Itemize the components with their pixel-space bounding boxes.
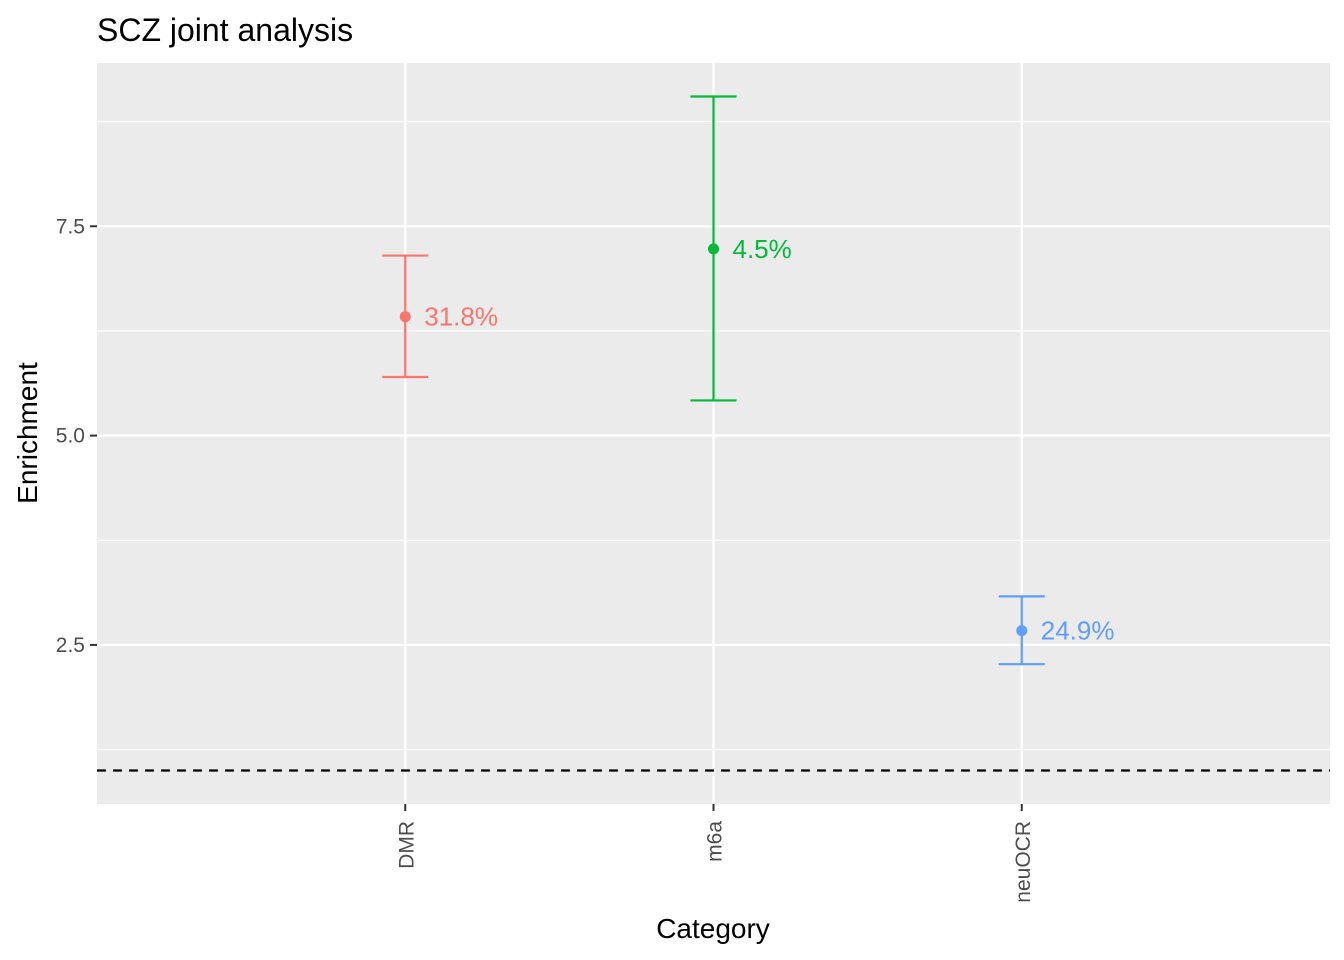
y-tick-label: 7.5 [56,215,85,238]
data-label: 4.5% [733,234,792,264]
y-tick-label: 2.5 [56,634,85,657]
x-tick-label: m6a [704,821,727,862]
errorbar-DMR: 31.8% [382,254,498,379]
y-tick-label: 5.0 [56,425,85,448]
x-tick-label: neuOCR [1012,821,1035,903]
axes: 2.5 5.0 7.5 DMR m6a neuOCR [56,215,1035,902]
data-marks: 31.8% 4.5% 24.9% [382,95,1115,666]
chart-title: SCZ joint analysis [97,12,353,48]
data-label: 24.9% [1041,616,1115,646]
x-tick-label: DMR [395,821,418,869]
data-point [708,243,719,255]
data-point [1016,625,1028,637]
data-label: 31.8% [424,302,498,332]
data-point [399,311,411,323]
errorbar-m6a: 4.5% [690,95,792,402]
x-axis-title: Category [656,913,770,944]
y-axis-title: Enrichment [12,362,43,504]
errorbar-neuOCR: 24.9% [998,595,1115,666]
